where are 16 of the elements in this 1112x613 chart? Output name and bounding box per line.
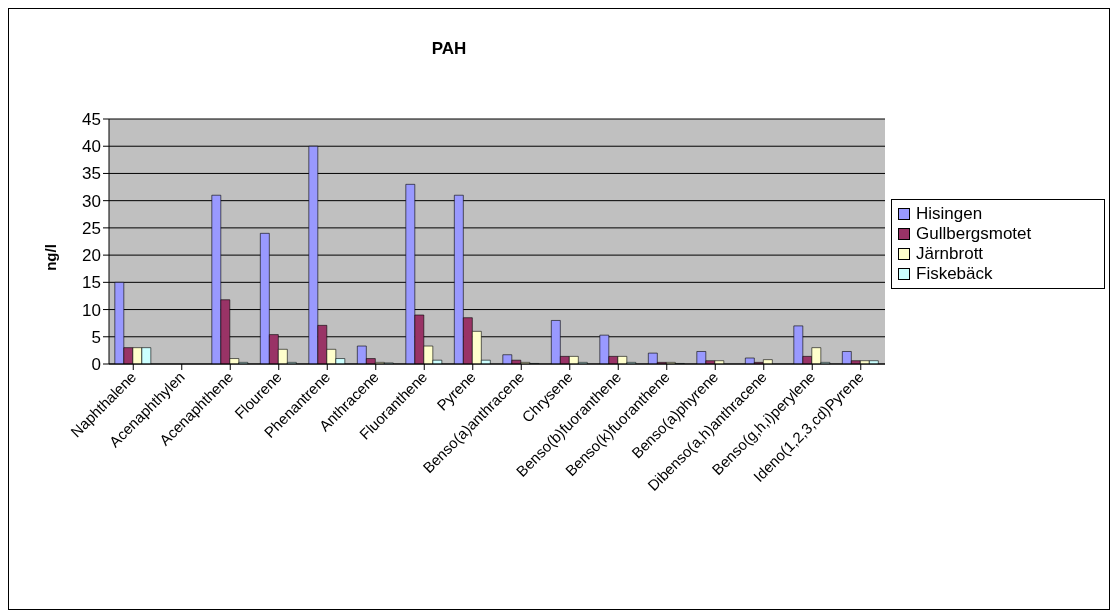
y-tick-label: 35 [82, 164, 101, 184]
y-tick-label: 0 [91, 355, 101, 375]
y-tick-label: 15 [82, 273, 101, 293]
legend-label: Järnbrott [916, 244, 984, 264]
chart-title: PAH [430, 39, 468, 59]
y-tick-label: 20 [82, 246, 101, 266]
legend-label: Hisingen [916, 204, 983, 224]
legend-label: Gullbergsmotet [916, 224, 1032, 244]
y-tick-label: 5 [91, 327, 101, 347]
legend-label: Fiskebäck [916, 264, 993, 284]
y-axis-title: ng/l [41, 244, 59, 271]
y-tick-label: 25 [82, 218, 101, 238]
y-tick-label: 30 [82, 191, 101, 211]
y-tick-label: 10 [82, 300, 101, 320]
y-tick-label: 40 [82, 137, 101, 157]
y-tick-label: 45 [82, 110, 101, 130]
